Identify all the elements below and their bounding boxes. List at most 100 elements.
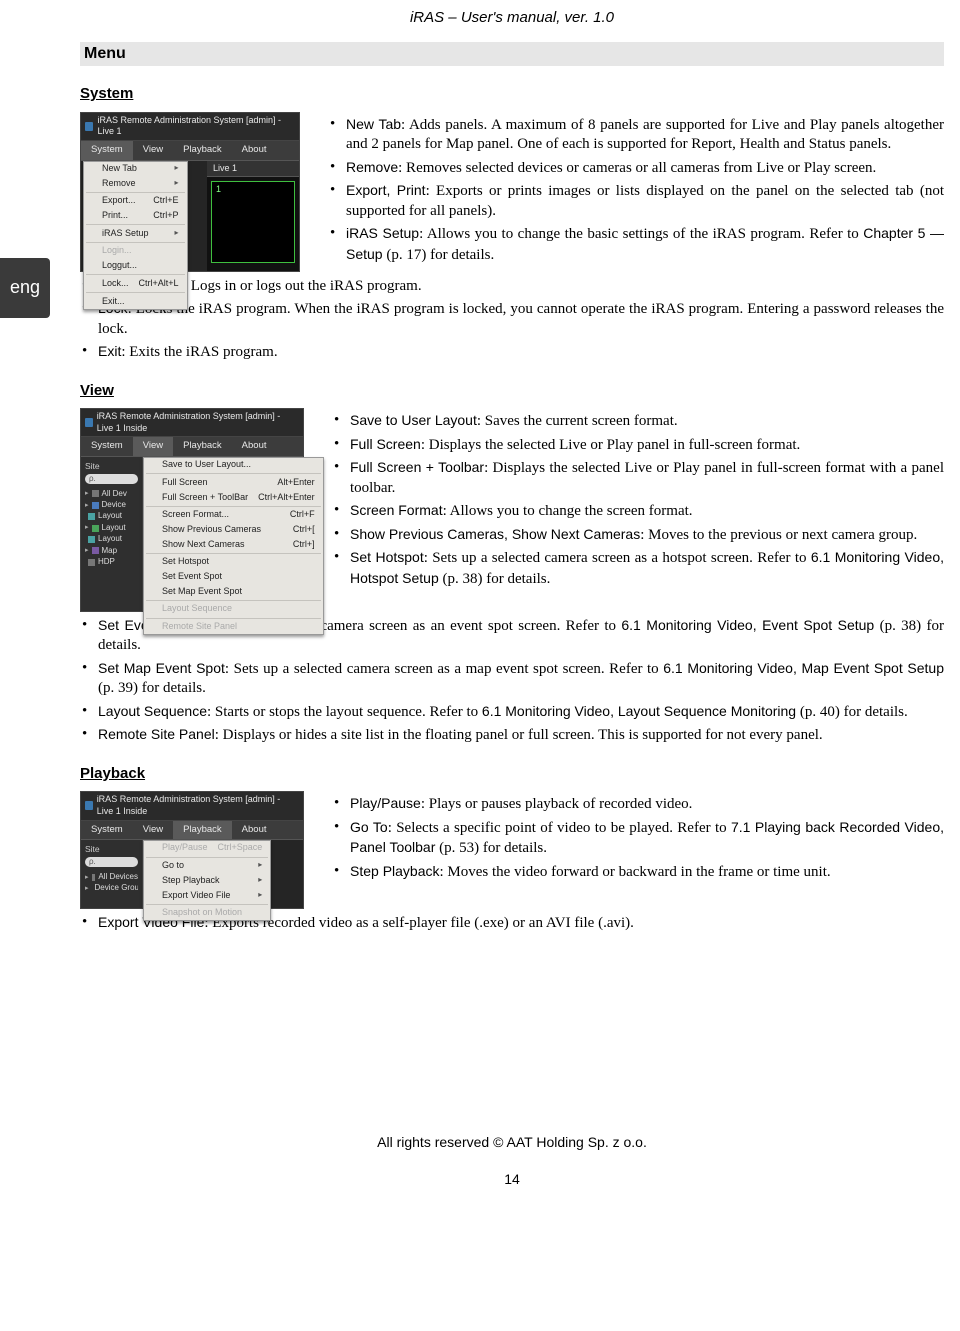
- menu-item: Go to▸: [144, 859, 270, 874]
- menu-item: Full ScreenAlt+Enter: [144, 475, 323, 490]
- term: Go To: [350, 819, 388, 835]
- page-number: 14: [80, 1170, 944, 1188]
- dropdown-menu: New Tab▸Remove▸ Export...Ctrl+EPrint...Ct…: [83, 161, 188, 310]
- list-item: Show Previous Cameras, Show Next Cameras…: [332, 525, 944, 546]
- tab-label: Live 1: [207, 161, 299, 178]
- term: Export, Print: [346, 182, 426, 198]
- menu-item: Full Screen + ToolBarCtrl+Alt+Enter: [144, 490, 323, 505]
- menu-item: Screen Format...Ctrl+F: [144, 508, 323, 523]
- menu-item: Set Map Event Spot: [144, 584, 323, 599]
- term: Full Screen: [350, 436, 421, 452]
- term: Remote Site Panel: [98, 726, 215, 742]
- menu-item: Play/PauseCtrl+Space: [144, 841, 270, 856]
- menu-item: Save to User Layout...: [144, 458, 323, 473]
- menu-about: About: [232, 437, 277, 455]
- reference: Chapter 5 — Setup: [346, 225, 944, 262]
- term: New Tab: [346, 116, 401, 132]
- tree-item: ▸All Devices: [85, 871, 138, 882]
- view-list-right: Save to User Layout: Saves the current s…: [332, 408, 944, 592]
- list-item: Layout Sequence: Starts or stops the lay…: [80, 702, 944, 723]
- list-item: New Tab: Adds panels. A maximum of 8 pan…: [328, 115, 944, 155]
- menu-view: View: [133, 141, 173, 159]
- reference: 6.1 Monitoring Video, Layout Sequence Mo…: [482, 703, 796, 719]
- list-item: Set Hotspot: Sets up a selected camera s…: [332, 548, 944, 589]
- footer-copyright: All rights reserved © AAT Holding Sp. z …: [80, 1133, 944, 1151]
- list-item: iRAS Setup: Allows you to change the bas…: [328, 224, 944, 265]
- list-item: Go To: Selects a specific point of video…: [332, 818, 944, 859]
- sidebar: Site ρ. ▸All Dev▸DeviceLayout▸LayoutLayo…: [81, 457, 143, 611]
- lang-tab: eng: [0, 258, 50, 318]
- window-title: iRAS Remote Administration System [admin…: [97, 115, 295, 138]
- list-item: Lock: Locks the iRAS program. When the i…: [80, 299, 944, 339]
- menu-system: System: [81, 437, 133, 455]
- app-icon: [85, 801, 93, 810]
- term: Full Screen + Toolbar: [350, 459, 484, 475]
- tree-item: ▸Device: [85, 500, 138, 511]
- term: Play/Pause: [350, 795, 421, 811]
- menu-item: iRAS Setup▸: [84, 226, 187, 241]
- sidebar-header: Site: [85, 844, 138, 855]
- list-item: Full Screen: Displays the selected Live …: [332, 435, 944, 456]
- term: Set Map Event Spot: [98, 660, 225, 676]
- list-item: Exit: Exits the iRAS program.: [80, 342, 944, 363]
- menubar: SystemViewPlaybackAbout: [81, 821, 303, 840]
- menu-item: Loggut...: [84, 259, 187, 274]
- menu-playback: Playback: [173, 821, 232, 839]
- menubar: SystemViewPlaybackAbout: [81, 437, 303, 456]
- screenshot-playback: iRAS Remote Administration System [admin…: [80, 791, 304, 909]
- menu-item: Show Previous CamerasCtrl+[: [144, 522, 323, 537]
- list-item: Export, Print: Exports or prints images …: [328, 181, 944, 221]
- dropdown-menu: Save to User Layout... Full ScreenAlt+Ent…: [143, 457, 324, 636]
- list-item: Login, Logout: Logs in or logs out the i…: [80, 276, 944, 297]
- tree-item: ▸All Dev: [85, 488, 138, 499]
- window-title: iRAS Remote Administration System [admin…: [97, 411, 299, 434]
- tree-item: ▸Map: [85, 545, 138, 556]
- term: Show Previous Cameras, Show Next Cameras: [350, 526, 640, 542]
- system-list-below: Login, Logout: Logs in or logs out the i…: [80, 276, 944, 363]
- menu-about: About: [232, 141, 277, 159]
- menu-item: Step Playback▸: [144, 873, 270, 888]
- page-content: iRAS – User's manual, ver. 1.0 Menu Syst…: [0, 0, 960, 1208]
- menu-about: About: [232, 821, 277, 839]
- menubar: SystemViewPlaybackAbout: [81, 141, 299, 160]
- term: Layout Sequence: [98, 703, 207, 719]
- window-title: iRAS Remote Administration System [admin…: [97, 794, 299, 817]
- term: Step Playback: [350, 863, 440, 879]
- menu-item: Layout Sequence: [144, 602, 323, 617]
- sidebar-header: Site: [85, 461, 138, 472]
- term: Set Hotspot: [350, 549, 424, 565]
- section-title-system: System: [80, 84, 944, 104]
- menu-item: Export Video File▸: [144, 888, 270, 903]
- menu-item: Set Event Spot: [144, 570, 323, 585]
- menu-heading: Menu: [80, 42, 944, 67]
- doc-header: iRAS – User's manual, ver. 1.0: [80, 8, 944, 28]
- menu-item: Lock...Ctrl+Alt+L: [84, 276, 187, 291]
- menu-playback: Playback: [173, 437, 232, 455]
- list-item: Full Screen + Toolbar: Displays the sele…: [332, 458, 944, 498]
- menu-item: Print...Ctrl+P: [84, 209, 187, 224]
- term: Exit: [98, 343, 121, 359]
- search-field: ρ.: [85, 474, 138, 484]
- list-item: Play/Pause: Plays or pauses playback of …: [332, 794, 944, 815]
- term: Remove: [346, 159, 398, 175]
- menu-item: New Tab▸: [84, 162, 187, 177]
- menu-item: Remove▸: [84, 176, 187, 191]
- search-field: ρ.: [85, 857, 138, 867]
- app-icon: [85, 122, 93, 131]
- reference: 6.1 Monitoring Video, Map Event Spot Set…: [663, 660, 944, 676]
- menu-item: Remote Site Panel: [144, 620, 323, 635]
- menu-item: Show Next CamerasCtrl+]: [144, 537, 323, 552]
- menu-item: Export...Ctrl+E: [84, 194, 187, 209]
- menu-system: System: [81, 821, 133, 839]
- system-list-right: New Tab: Adds panels. A maximum of 8 pan…: [328, 112, 944, 269]
- tree-item: Layout: [85, 534, 138, 545]
- list-item: Remote Site Panel: Displays or hides a s…: [80, 725, 944, 746]
- menu-item: Snapshot on Motion: [144, 906, 270, 921]
- menu-view: View: [133, 437, 173, 455]
- menu-item: Exit...: [84, 294, 187, 309]
- camera-pane: 1: [211, 181, 295, 263]
- screenshot-system: iRAS Remote Administration System [admin…: [80, 112, 300, 272]
- list-item: Set Map Event Spot: Sets up a selected c…: [80, 659, 944, 699]
- list-item: Step Playback: Moves the video forward o…: [332, 862, 944, 883]
- menu-item: Login...: [84, 244, 187, 259]
